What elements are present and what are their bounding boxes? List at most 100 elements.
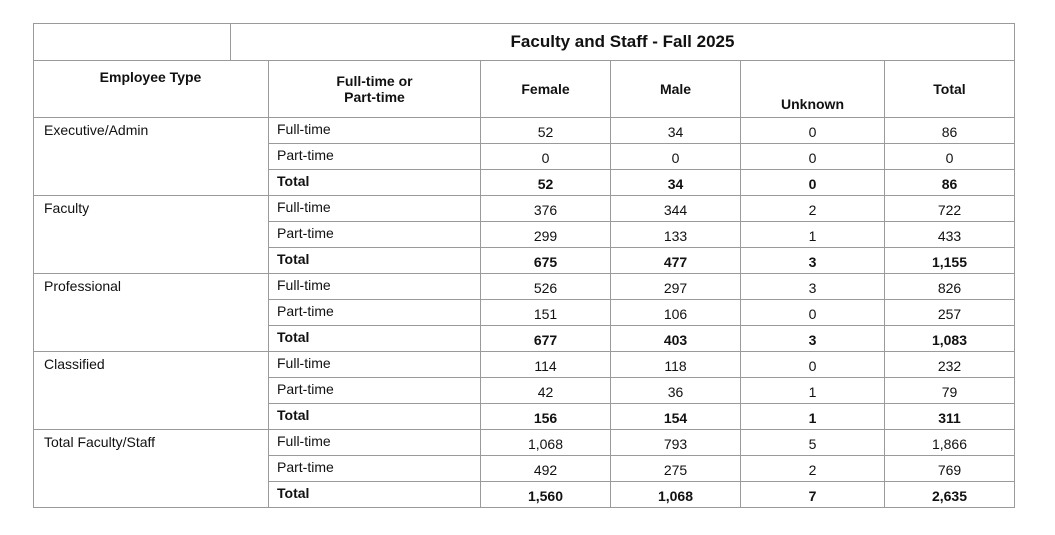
row-label-text: Total — [277, 406, 310, 423]
row-label: Part-time — [269, 144, 481, 170]
cell-value-text: 297 — [663, 279, 688, 296]
cell-value-text: 1 — [808, 409, 817, 426]
cell-value-text: 1,068 — [657, 487, 694, 504]
column-header-text: Female — [521, 81, 570, 97]
row-label-text: Part-time — [277, 380, 334, 397]
cell-value: 433 — [885, 222, 1015, 248]
cell-value-text: 0 — [808, 357, 817, 374]
cell-value: 1,560 — [481, 482, 611, 508]
cell-value-text: 52 — [537, 123, 554, 140]
cell-value-text: 106 — [663, 305, 688, 322]
cell-value: 156 — [481, 404, 611, 430]
cell-value: 793 — [611, 430, 741, 456]
cell-value-text: 34 — [667, 123, 684, 140]
cell-value: 1,155 — [885, 248, 1015, 274]
cell-value-text: 1,866 — [931, 435, 968, 452]
cell-value-text: 0 — [671, 149, 680, 166]
cell-value: 2 — [741, 196, 885, 222]
row-label-text: Part-time — [277, 302, 334, 319]
cell-value-text: 492 — [533, 461, 558, 478]
cell-value: 232 — [885, 352, 1015, 378]
cell-value-text: 1,068 — [527, 435, 564, 452]
column-header-text: Total — [933, 81, 966, 97]
cell-value-text: 3 — [808, 279, 817, 296]
cell-value: 0 — [611, 144, 741, 170]
employee-type: Faculty — [33, 196, 269, 274]
employee-type-text: Faculty — [44, 200, 90, 216]
cell-value-text: 86 — [941, 175, 958, 192]
cell-value: 151 — [481, 300, 611, 326]
cell-value: 675 — [481, 248, 611, 274]
cell-value: 1 — [741, 404, 885, 430]
cell-value: 1,083 — [885, 326, 1015, 352]
row-label-text: Total — [277, 328, 310, 345]
cell-value-text: 154 — [663, 409, 688, 426]
row-label-text: Full-time — [277, 198, 331, 215]
employee-type-text: Total Faculty/Staff — [44, 434, 156, 450]
cell-value: 1,866 — [885, 430, 1015, 456]
cell-value: 133 — [611, 222, 741, 248]
cell-value: 1,068 — [611, 482, 741, 508]
cell-value-text: 677 — [533, 331, 558, 348]
cell-value: 42 — [481, 378, 611, 404]
title-blank — [33, 23, 231, 61]
cell-value: 2,635 — [885, 482, 1015, 508]
cell-value-text: 86 — [941, 123, 958, 140]
cell-value: 1 — [741, 222, 885, 248]
cell-value-text: 232 — [937, 357, 962, 374]
row-label-text: Full-time — [277, 432, 331, 449]
cell-value: 2 — [741, 456, 885, 482]
cell-value-text: 1,083 — [931, 331, 968, 348]
cell-value: 403 — [611, 326, 741, 352]
row-label: Total — [269, 404, 481, 430]
cell-value-text: 257 — [937, 305, 962, 322]
cell-value: 311 — [885, 404, 1015, 430]
cell-value-text: 36 — [667, 383, 684, 400]
row-label: Total — [269, 482, 481, 508]
cell-value-text: 526 — [533, 279, 558, 296]
cell-value-text: 1 — [808, 383, 817, 400]
cell-value: 5 — [741, 430, 885, 456]
cell-value: 299 — [481, 222, 611, 248]
cell-value-text: 79 — [941, 383, 958, 400]
table-frame — [33, 23, 1015, 508]
cell-value: 477 — [611, 248, 741, 274]
cell-value: 722 — [885, 196, 1015, 222]
cell-value-text: 433 — [937, 227, 962, 244]
column-header: Employee Type — [33, 61, 269, 118]
employee-type: Classified — [33, 352, 269, 430]
cell-value-text: 826 — [937, 279, 962, 296]
cell-value: 3 — [741, 274, 885, 300]
cell-value-text: 2 — [808, 201, 817, 218]
cell-value: 0 — [885, 144, 1015, 170]
cell-value-text: 403 — [663, 331, 688, 348]
cell-value-text: 114 — [534, 357, 557, 374]
cell-value: 0 — [741, 170, 885, 196]
cell-value-text: 477 — [663, 253, 688, 270]
row-label: Part-time — [269, 456, 481, 482]
cell-value-text: 2,635 — [931, 487, 968, 504]
row-label-text: Part-time — [277, 146, 334, 163]
cell-value: 154 — [611, 404, 741, 430]
employee-type-text: Classified — [44, 356, 105, 372]
cell-value: 1,068 — [481, 430, 611, 456]
cell-value-text: 3 — [808, 253, 817, 270]
column-header-text: Employee Type — [99, 69, 202, 85]
cell-value: 677 — [481, 326, 611, 352]
row-label: Part-time — [269, 222, 481, 248]
row-label: Part-time — [269, 378, 481, 404]
column-header: Full-time or Part-time — [269, 61, 481, 118]
cell-value: 1 — [741, 378, 885, 404]
row-label: Total — [269, 248, 481, 274]
cell-value-text: 1,560 — [527, 487, 564, 504]
cell-value-text: 769 — [937, 461, 962, 478]
cell-value-text: 156 — [533, 409, 558, 426]
cell-value: 826 — [885, 274, 1015, 300]
cell-value: 3 — [741, 326, 885, 352]
cell-value-text: 5 — [808, 435, 817, 452]
cell-value: 86 — [885, 170, 1015, 196]
column-header-text: Unknown — [781, 96, 844, 112]
cell-value-text: 52 — [537, 175, 554, 192]
cell-value-text: 3 — [808, 331, 817, 348]
